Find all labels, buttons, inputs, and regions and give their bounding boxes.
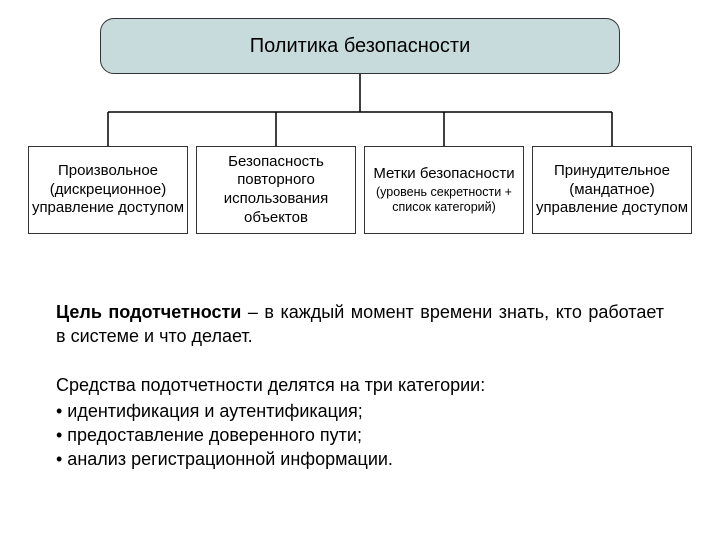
- bullet-3: • анализ регистрационной информации.: [56, 447, 664, 471]
- child-node-2: Безопасность повторного использования об…: [196, 146, 356, 234]
- bullet-2: • предоставление доверенного пути;: [56, 423, 664, 447]
- child-label: Безопасность повторного использования об…: [199, 153, 353, 228]
- child-label: Принудительное (мандатное) управление до…: [535, 162, 689, 218]
- bullet-1: • идентификация и аутентификация;: [56, 399, 664, 423]
- root-node: Политика безопасности: [100, 18, 620, 74]
- child-sublabel: (уровень секретности + список категорий): [367, 185, 521, 215]
- child-node-1: Произвольное (дискреционное) управление …: [28, 146, 188, 234]
- goal-bold: Цель подотчетности: [56, 302, 241, 322]
- child-label: Произвольное (дискреционное) управление …: [31, 162, 185, 218]
- tree-diagram: Политика безопасности Произвольное (диск…: [0, 0, 720, 270]
- child-label: Метки безопасности: [373, 165, 514, 184]
- root-label: Политика безопасности: [250, 35, 471, 58]
- child-row: Произвольное (дискреционное) управление …: [0, 146, 720, 234]
- goal-paragraph: Цель подотчетности – в каждый момент вре…: [56, 300, 664, 349]
- child-node-4: Принудительное (мандатное) управление до…: [532, 146, 692, 234]
- body-text: Цель подотчетности – в каждый момент вре…: [56, 300, 664, 472]
- child-node-3: Метки безопасности (уровень секретности …: [364, 146, 524, 234]
- means-intro: Средства подотчетности делятся на три ка…: [56, 373, 664, 397]
